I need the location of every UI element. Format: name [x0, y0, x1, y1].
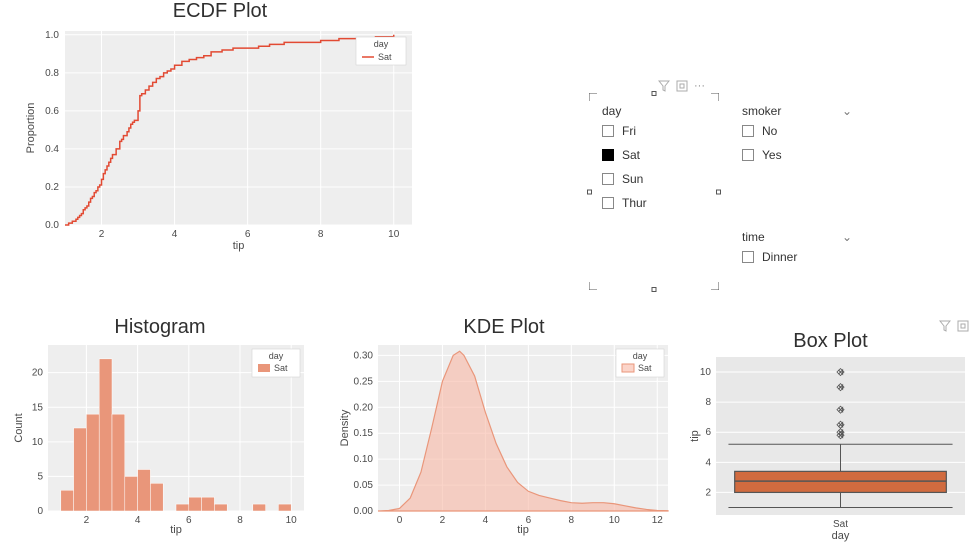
- ecdf-chart: 2 4 6 8 10 0.0 0.2 0.4 0.6 0.8 1.0 tip Proportion day…: [20, 23, 420, 255]
- svg-text:12: 12: [652, 515, 664, 526]
- slicer-item-label: Thur: [622, 196, 647, 210]
- day-option-fri[interactable]: Fri: [602, 124, 712, 138]
- svg-text:day: day: [633, 351, 648, 361]
- svg-text:2: 2: [99, 229, 105, 240]
- day-option-sun[interactable]: Sun: [602, 172, 712, 186]
- svg-text:tip: tip: [689, 430, 701, 442]
- slicer-item-label: No: [762, 124, 777, 138]
- svg-text:0.4: 0.4: [45, 144, 59, 155]
- svg-text:day: day: [374, 39, 389, 49]
- smoker-slicer-title: smoker: [742, 104, 781, 118]
- slicer-item-label: Fri: [622, 124, 636, 138]
- svg-text:Sat: Sat: [833, 519, 848, 530]
- svg-text:tip: tip: [517, 524, 529, 536]
- day-slicer-title: day: [602, 104, 712, 118]
- svg-text:10: 10: [32, 437, 44, 448]
- focus-icon[interactable]: [676, 80, 688, 92]
- checkbox-icon[interactable]: [602, 197, 614, 209]
- svg-text:0.6: 0.6: [45, 106, 59, 117]
- svg-text:0.10: 0.10: [354, 454, 374, 465]
- svg-text:2: 2: [440, 515, 446, 526]
- hist-title: Histogram: [10, 316, 310, 339]
- svg-text:10: 10: [609, 515, 621, 526]
- svg-text:day: day: [832, 530, 850, 542]
- svg-text:15: 15: [32, 402, 44, 413]
- svg-text:Sat: Sat: [378, 52, 392, 62]
- kde-chart: 0246810120.000.050.100.150.200.250.30tip…: [334, 339, 674, 537]
- checkbox-icon[interactable]: [742, 125, 754, 137]
- svg-text:tip: tip: [233, 240, 245, 252]
- smoker-slicer[interactable]: smoker ⌄ No Yes: [742, 104, 852, 172]
- svg-text:10: 10: [700, 367, 712, 378]
- svg-text:0.25: 0.25: [354, 376, 374, 387]
- slicer-item-label: Dinner: [762, 250, 797, 264]
- checkbox-icon[interactable]: [742, 149, 754, 161]
- svg-text:2: 2: [705, 487, 711, 498]
- slicer-item-label: Yes: [762, 148, 782, 162]
- svg-text:4: 4: [135, 515, 141, 526]
- time-slicer[interactable]: time ⌄ Dinner: [742, 230, 852, 274]
- svg-text:6: 6: [186, 515, 192, 526]
- ecdf-title: ECDF Plot: [20, 0, 420, 23]
- svg-text:1.0: 1.0: [45, 30, 59, 41]
- svg-text:8: 8: [705, 397, 711, 408]
- svg-text:0: 0: [37, 506, 43, 517]
- box-title: Box Plot: [688, 330, 973, 353]
- svg-text:6: 6: [705, 427, 711, 438]
- svg-text:4: 4: [483, 515, 489, 526]
- svg-text:0.00: 0.00: [354, 506, 374, 517]
- day-option-thur[interactable]: Thur: [602, 196, 712, 210]
- more-icon[interactable]: ···: [694, 80, 705, 92]
- filter-icon[interactable]: [658, 80, 670, 92]
- svg-text:day: day: [269, 351, 284, 361]
- time-option-dinner[interactable]: Dinner: [742, 250, 852, 264]
- svg-text:0.20: 0.20: [354, 402, 374, 413]
- svg-text:0.2: 0.2: [45, 182, 59, 193]
- svg-text:Density: Density: [339, 409, 351, 446]
- svg-text:20: 20: [32, 368, 44, 379]
- svg-text:8: 8: [237, 515, 243, 526]
- svg-text:0.0: 0.0: [45, 220, 59, 231]
- kde-title: KDE Plot: [334, 316, 674, 339]
- histogram-chart: 2 4 6 8 10 0 5 10 15 20 tip Count day Sat: [10, 339, 310, 537]
- svg-text:4: 4: [172, 229, 178, 240]
- svg-text:0.15: 0.15: [354, 428, 374, 439]
- chevron-down-icon[interactable]: ⌄: [842, 104, 852, 118]
- svg-text:2: 2: [84, 515, 90, 526]
- box-chart: 2 4 6 8 10 Satday tip: [688, 353, 973, 543]
- svg-text:0.8: 0.8: [45, 68, 59, 79]
- slicer-item-label: Sat: [622, 148, 640, 162]
- svg-text:0.30: 0.30: [354, 350, 374, 361]
- svg-text:0.05: 0.05: [354, 480, 374, 491]
- svg-text:6: 6: [245, 229, 251, 240]
- checkbox-icon[interactable]: [602, 173, 614, 185]
- checkbox-icon[interactable]: [602, 149, 614, 161]
- svg-text:tip: tip: [170, 524, 182, 536]
- svg-text:8: 8: [318, 229, 324, 240]
- svg-text:Sat: Sat: [274, 363, 288, 373]
- svg-text:4: 4: [705, 457, 711, 468]
- svg-text:Proportion: Proportion: [25, 103, 37, 154]
- slicer-item-label: Sun: [622, 172, 643, 186]
- svg-text:Sat: Sat: [638, 363, 652, 373]
- svg-text:10: 10: [388, 229, 400, 240]
- svg-text:Count: Count: [13, 413, 25, 442]
- checkbox-icon[interactable]: [602, 125, 614, 137]
- svg-text:10: 10: [286, 515, 298, 526]
- checkbox-icon[interactable]: [742, 251, 754, 263]
- time-slicer-title: time: [742, 230, 765, 244]
- smoker-option-yes[interactable]: Yes: [742, 148, 852, 162]
- svg-text:8: 8: [569, 515, 575, 526]
- slicer-toolbar[interactable]: ···: [658, 80, 705, 92]
- svg-text:5: 5: [37, 471, 43, 482]
- day-option-sat[interactable]: Sat: [602, 148, 712, 162]
- smoker-option-no[interactable]: No: [742, 124, 852, 138]
- chevron-down-icon[interactable]: ⌄: [842, 230, 852, 244]
- day-slicer[interactable]: day Fri Sat Sun Thur: [602, 104, 712, 220]
- svg-text:0: 0: [397, 515, 403, 526]
